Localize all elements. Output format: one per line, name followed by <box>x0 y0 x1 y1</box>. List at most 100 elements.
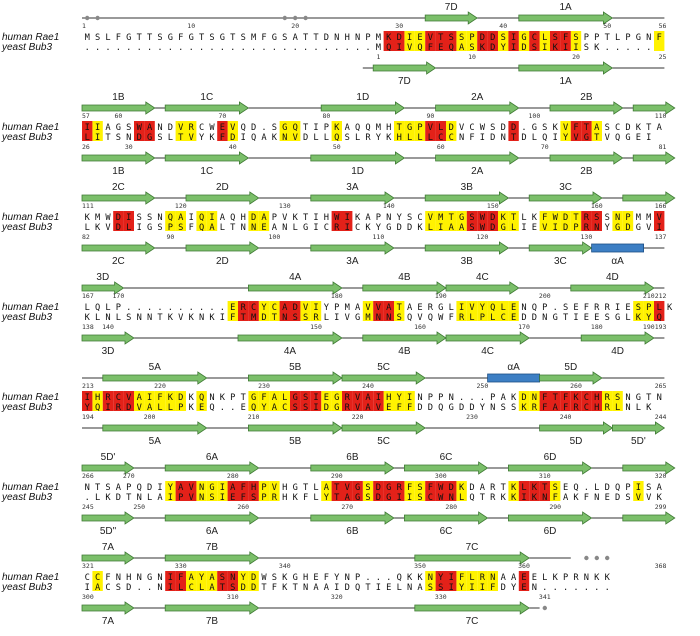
human-residue: N <box>521 303 526 313</box>
human-residue: P <box>355 573 360 583</box>
yeast-residue: F <box>563 403 568 413</box>
yeast-residue: S <box>230 583 235 593</box>
human-residue: G <box>168 33 173 43</box>
human-tick-number: 300 <box>435 472 447 480</box>
human-tick-number: 170 <box>113 292 125 300</box>
yeast-residue: A <box>157 493 163 503</box>
similar-residue-box <box>477 301 488 321</box>
yeast-residue: R <box>272 493 278 503</box>
human-residue: S <box>490 123 495 133</box>
human-residue: H <box>251 483 256 493</box>
human-residue: S <box>365 483 370 493</box>
human-residue: A <box>189 573 195 583</box>
human-residue: M <box>85 33 90 43</box>
human-residue: S <box>594 213 599 223</box>
human-residue: D <box>625 123 630 133</box>
yeast-residue: D <box>532 313 537 323</box>
human-residue: Q <box>168 213 173 223</box>
yeast-residue: Q <box>417 43 422 53</box>
yeast-residue: F <box>407 403 412 413</box>
identical-residue-box <box>508 31 519 51</box>
human-residue: Q <box>532 303 537 313</box>
yeast-residue: L <box>313 133 318 143</box>
yeast-residue: N <box>105 313 110 323</box>
human-tick-number: 220 <box>154 382 166 390</box>
disordered-dot <box>95 15 100 21</box>
rae1-strand-arrow <box>622 461 676 475</box>
yeast-tick-number: 220 <box>352 413 364 421</box>
rae1-strand-arrow <box>435 101 520 115</box>
similar-residue-box <box>331 121 342 141</box>
yeast-residue: S <box>625 493 630 503</box>
yeast-tick-number: 40 <box>229 143 237 151</box>
human-residue: S <box>417 483 422 493</box>
yeast-tick-number: 30 <box>125 143 133 151</box>
human-residue: R <box>490 483 496 493</box>
yeast-residue: G <box>584 133 589 143</box>
rae1-ss-label: 5D <box>564 362 577 373</box>
human-residue: M <box>376 123 381 133</box>
yeast-residue: E <box>605 493 610 503</box>
similar-residue-box <box>238 571 249 591</box>
human-residue: L <box>85 303 90 313</box>
human-residue: A <box>147 123 153 133</box>
yeast-end-number: 137 <box>655 233 667 241</box>
human-residue: H <box>303 573 308 583</box>
identical-residue-box <box>300 391 311 411</box>
human-residue: G <box>355 483 360 493</box>
yeast-residue: N <box>157 583 162 593</box>
human-residue: P <box>646 303 651 313</box>
human-residue: N <box>657 393 662 403</box>
similar-residue-box <box>466 301 478 321</box>
yeast-residue: V <box>178 313 183 323</box>
yeast-residue: D <box>251 583 256 593</box>
yeast-residue: T <box>178 133 184 143</box>
rae1-strand-arrow <box>570 281 655 295</box>
bub3-strand-arrow <box>507 511 593 525</box>
human-residue: N <box>355 33 360 43</box>
bub3-ss-label: 1C <box>200 166 213 177</box>
human-residue: . <box>147 303 152 313</box>
yeast-residue: F <box>303 493 308 503</box>
yeast-residue: A <box>345 493 351 503</box>
yeast-residue: E <box>532 223 537 233</box>
similar-residue-box <box>612 391 623 411</box>
human-residue: . <box>137 303 142 313</box>
similar-residue-box <box>258 301 270 321</box>
bub3-ss-label: 2D <box>216 256 229 267</box>
yeast-residue: E <box>261 223 266 233</box>
human-residue: I <box>189 213 194 223</box>
yeast-residue: D <box>490 223 495 233</box>
human-residue: E <box>521 573 526 583</box>
similar-residue-box <box>165 481 176 501</box>
human-residue: F <box>324 573 329 583</box>
bub3-strand-arrow <box>81 151 156 165</box>
human-tick-number: 90 <box>426 112 434 120</box>
human-residue: W <box>105 213 111 223</box>
yeast-tick-number: 280 <box>445 503 457 511</box>
human-residue: . <box>365 573 370 583</box>
human-residue: G <box>251 393 256 403</box>
human-residue: . <box>480 393 485 403</box>
similar-residue-box <box>248 211 259 231</box>
bub3-strand-arrow <box>81 601 135 615</box>
human-residue: T <box>95 483 101 493</box>
human-residue: R <box>594 303 600 313</box>
human-residue: I <box>313 213 318 223</box>
yeast-tick-number: 230 <box>466 413 478 421</box>
yeast-residue: S <box>157 133 162 143</box>
yeast-residue: K <box>272 133 278 143</box>
human-residue: S <box>209 33 214 43</box>
yeast-residue: C <box>324 223 329 233</box>
yeast-residue: G <box>386 223 391 233</box>
yeast-residue: L <box>199 583 204 593</box>
yeast-residue: A <box>313 583 319 593</box>
yeast-residue: F <box>428 43 433 53</box>
yeast-residue: D <box>407 223 412 233</box>
human-residue: K <box>407 573 413 583</box>
rae1-strand-arrow <box>518 11 614 25</box>
human-residue: G <box>282 123 287 133</box>
disordered-dot <box>584 555 589 561</box>
identical-residue-box <box>477 211 488 231</box>
